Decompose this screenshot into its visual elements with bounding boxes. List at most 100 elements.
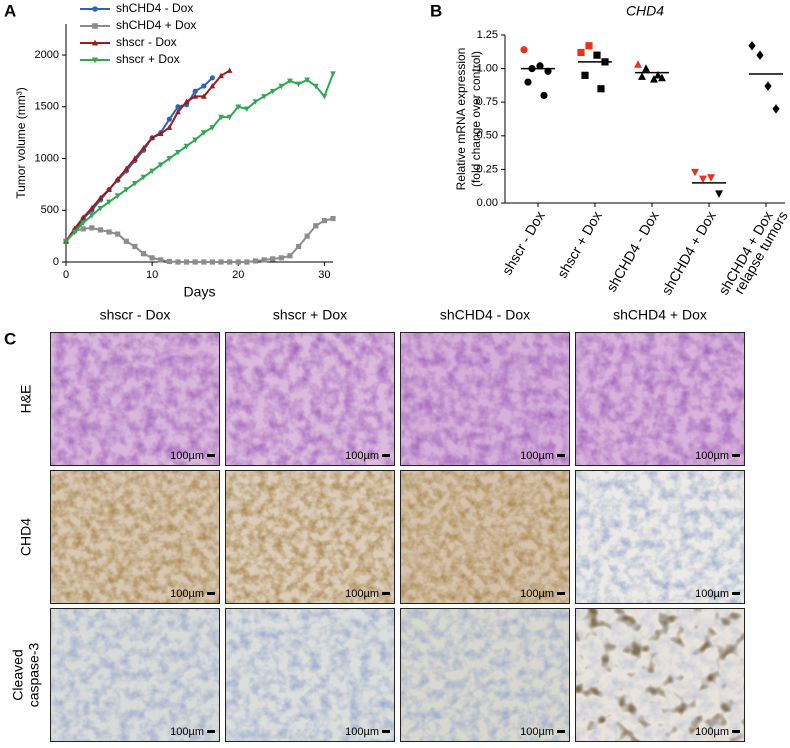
data-point xyxy=(183,259,190,265)
y-tick-label: 0.75 xyxy=(477,96,498,108)
data-point xyxy=(287,78,293,85)
data-point xyxy=(764,81,772,91)
data-point xyxy=(166,156,173,162)
data-point xyxy=(654,71,662,79)
y-tick-label: 0.50 xyxy=(477,130,498,142)
data-point xyxy=(175,259,181,265)
scale-label: 100µm xyxy=(345,726,379,738)
data-point xyxy=(201,83,207,89)
y-tick-label: 0 xyxy=(53,256,59,268)
data-point xyxy=(330,71,336,77)
micrograph xyxy=(575,332,745,466)
data-point xyxy=(304,77,311,83)
scale-bar xyxy=(732,730,740,733)
image-texture xyxy=(50,608,220,742)
data-point xyxy=(593,51,601,59)
row-label: caspase-3 xyxy=(26,642,42,707)
data-point xyxy=(261,257,267,263)
data-point xyxy=(106,199,112,206)
data-point xyxy=(235,104,242,110)
x-axis-label: Days xyxy=(184,284,216,300)
data-point xyxy=(244,106,250,112)
data-point xyxy=(748,41,756,51)
data-point xyxy=(175,104,181,110)
y-axis-label: Tumor volume (mm³) xyxy=(14,87,28,199)
data-point xyxy=(97,227,104,233)
image-border xyxy=(575,332,745,466)
legend-marker xyxy=(91,39,99,46)
row-label: Cleaved xyxy=(10,649,26,700)
image-border xyxy=(400,608,570,742)
legend-marker xyxy=(92,23,98,29)
scale-label: 100µm xyxy=(695,588,729,600)
row-label: H&E xyxy=(18,385,34,414)
data-point xyxy=(63,238,69,245)
data-point xyxy=(71,229,78,236)
data-point xyxy=(80,226,86,232)
x-tick-label: 10 xyxy=(146,269,158,281)
scale-label: 100µm xyxy=(345,450,379,462)
data-point xyxy=(175,108,181,115)
data-point xyxy=(330,215,336,222)
data-point xyxy=(540,91,548,100)
y-axis-label: (fold change over control) xyxy=(469,51,483,187)
data-point xyxy=(715,190,723,198)
data-point xyxy=(226,114,233,121)
panel-label: A xyxy=(4,1,16,20)
data-point xyxy=(157,162,164,168)
data-point xyxy=(235,259,241,265)
data-point xyxy=(209,82,216,89)
data-point xyxy=(140,145,147,151)
series-line xyxy=(65,77,214,242)
panel-label: C xyxy=(4,329,16,348)
micrograph xyxy=(225,332,395,466)
data-point xyxy=(585,42,593,50)
data-point xyxy=(123,165,130,172)
data-point xyxy=(132,181,138,187)
data-point xyxy=(80,220,87,226)
micrograph xyxy=(575,470,745,604)
data-point xyxy=(175,149,181,156)
data-point xyxy=(166,258,172,265)
x-tick-label: 20 xyxy=(232,269,244,281)
scale-bar xyxy=(207,730,215,733)
data-point xyxy=(544,67,552,75)
data-point xyxy=(312,83,319,90)
micrograph xyxy=(575,608,745,742)
data-point xyxy=(581,71,589,79)
data-point xyxy=(166,124,173,130)
data-point xyxy=(123,187,130,193)
scale-label: 100µm xyxy=(520,726,554,738)
y-tick-label: 1.25 xyxy=(477,29,498,41)
legend-label: shscr + Dox xyxy=(116,52,180,66)
row-label: CHD4 xyxy=(18,518,34,556)
data-point xyxy=(634,60,642,68)
micrograph xyxy=(225,608,395,742)
micrograph xyxy=(400,608,570,742)
legend-marker xyxy=(92,6,98,12)
image-texture xyxy=(50,332,220,466)
data-point xyxy=(536,62,544,70)
data-point xyxy=(577,48,585,57)
data-point xyxy=(192,137,199,144)
scale-bar xyxy=(557,730,565,733)
data-point xyxy=(149,168,155,175)
series-line xyxy=(65,73,334,242)
image-border xyxy=(225,608,395,742)
image-texture xyxy=(575,332,745,466)
scale-label: 100µm xyxy=(170,450,204,462)
data-point xyxy=(642,64,650,72)
x-tick-label: shCHD4 + Dox xyxy=(658,208,719,297)
image-texture xyxy=(400,470,570,604)
scale-label: 100µm xyxy=(345,588,379,600)
y-tick-label: 2000 xyxy=(35,49,59,61)
y-tick-label: 0.25 xyxy=(477,163,498,175)
data-point xyxy=(756,50,764,60)
data-point xyxy=(192,88,198,94)
image-texture xyxy=(400,608,570,742)
legend-label: shscr - Dox xyxy=(116,35,177,49)
data-point xyxy=(88,205,95,211)
scale-bar xyxy=(557,454,565,457)
data-point xyxy=(97,194,104,201)
